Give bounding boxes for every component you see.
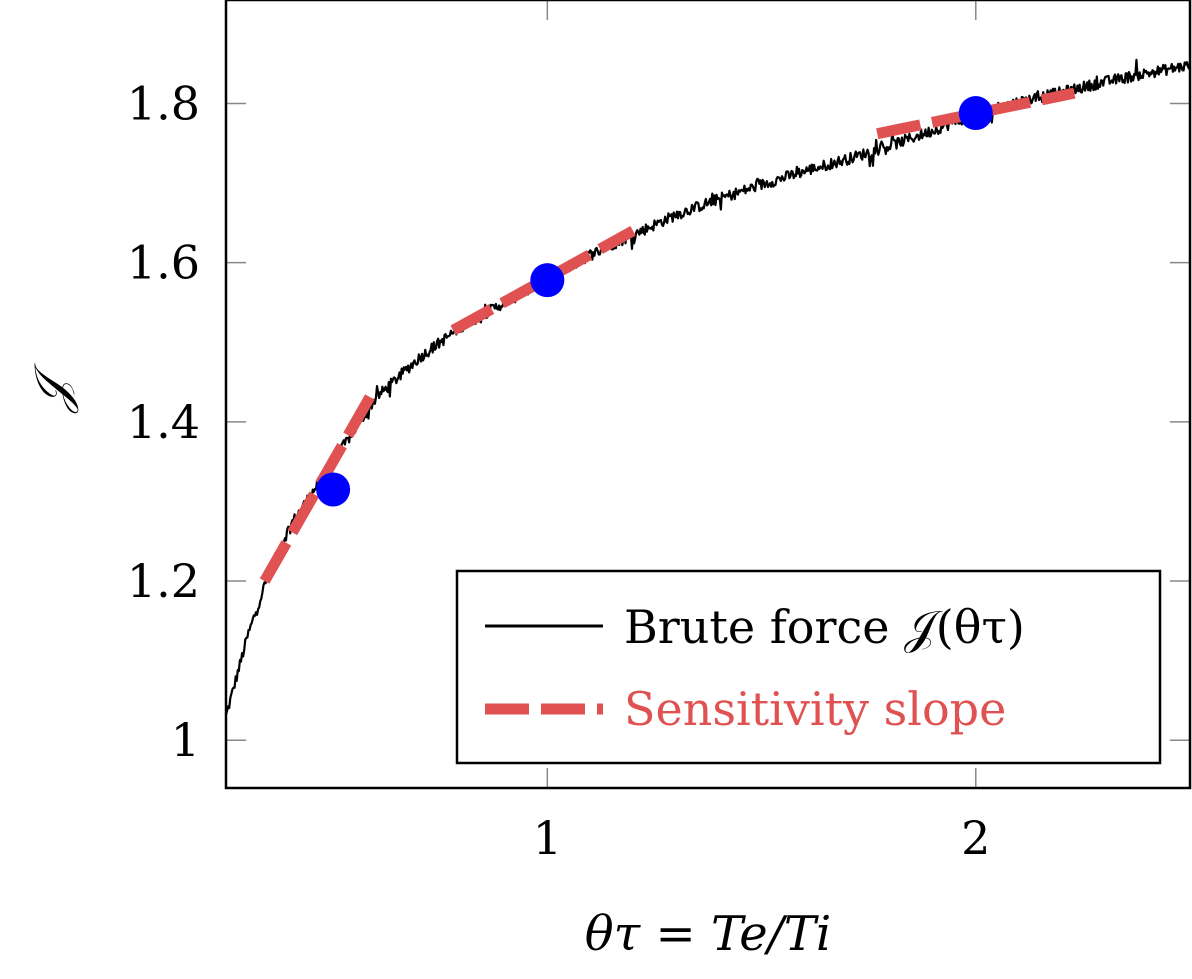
evaluation-point-2 bbox=[958, 96, 993, 131]
brute-force-line bbox=[224, 58, 1192, 715]
legend-label-sensitivity-slope: Sensitivity slope bbox=[624, 682, 1006, 736]
x-axis-label: θτ = Te/Ti bbox=[585, 906, 831, 962]
legend-box bbox=[455, 569, 1162, 765]
legend: Brute force 𝒥(θτ) Sensitivity slope bbox=[455, 569, 1162, 765]
y-tick-label-0: 1 bbox=[171, 713, 200, 767]
sensitivity-slope-segment-0 bbox=[259, 391, 377, 584]
evaluation-point-0 bbox=[316, 472, 351, 507]
y-tick-label-1: 1.2 bbox=[127, 554, 200, 608]
legend-label-brute-force: Brute force 𝒥(θτ) bbox=[624, 600, 1025, 654]
plot-frame bbox=[224, 0, 1192, 790]
sensitivity-slope-segment-2 bbox=[876, 87, 1076, 140]
y-tick-label-4: 1.8 bbox=[127, 76, 200, 130]
y-tick-label-3: 1.6 bbox=[127, 236, 200, 290]
ticks-layer bbox=[226, 0, 1190, 788]
tick-labels-layer: 1 1.2 1.4 1.6 1.8 1 2 bbox=[127, 76, 991, 865]
y-tick-label-2: 1.4 bbox=[127, 395, 200, 449]
evaluation-point-1 bbox=[530, 263, 565, 298]
sensitivity-slope-segment-1 bbox=[450, 226, 636, 336]
x-tick-label-1: 2 bbox=[961, 811, 990, 865]
x-tick-label-0: 1 bbox=[533, 811, 562, 865]
plot-layer bbox=[224, 58, 1192, 715]
